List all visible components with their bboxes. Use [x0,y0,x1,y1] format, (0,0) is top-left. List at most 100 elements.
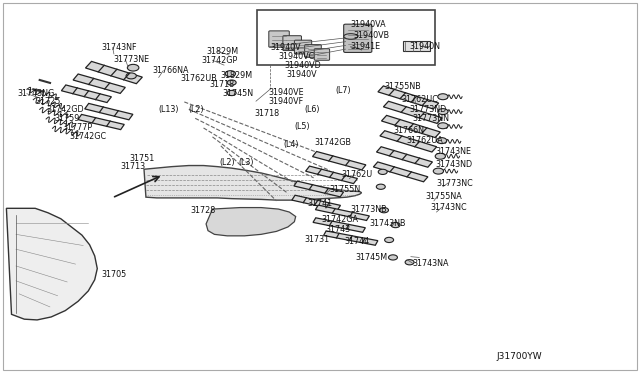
Circle shape [435,153,445,159]
Polygon shape [381,115,440,138]
Text: 31741: 31741 [307,199,332,208]
Polygon shape [84,103,133,120]
Text: 31742GP: 31742GP [202,56,238,65]
Circle shape [391,222,400,228]
Text: 31755NA: 31755NA [426,192,462,201]
Circle shape [376,184,385,189]
Text: 31745M: 31745M [355,253,387,262]
Text: 31940V: 31940V [287,70,317,79]
Polygon shape [312,151,366,170]
Text: 31743NC: 31743NC [430,203,467,212]
Circle shape [438,109,448,115]
FancyBboxPatch shape [269,31,289,47]
Circle shape [378,169,387,174]
Circle shape [227,80,236,85]
Text: 31762UB: 31762UB [180,74,217,83]
Text: 31762UC: 31762UC [402,95,439,104]
Text: 31773NB: 31773NB [351,205,387,214]
Bar [257,10,435,65]
Text: 31743NB: 31743NB [370,219,406,228]
Text: 31940VE: 31940VE [269,88,305,97]
Text: 31718: 31718 [210,80,235,89]
Text: 31762U: 31762U [342,170,373,179]
Text: 31743NG: 31743NG [18,89,55,98]
Polygon shape [380,131,436,152]
Text: 31744: 31744 [344,237,369,246]
Text: 31742GA: 31742GA [321,215,358,224]
Polygon shape [313,218,365,232]
Text: 31742GC: 31742GC [69,132,106,141]
Polygon shape [61,85,111,103]
Circle shape [227,90,236,96]
FancyBboxPatch shape [283,36,301,51]
Text: 31773NN: 31773NN [413,114,450,123]
Text: 31742GB: 31742GB [315,138,352,147]
Text: 31762UA: 31762UA [406,136,443,145]
Circle shape [126,73,136,79]
Text: 31940VB: 31940VB [353,31,389,40]
Text: 31766NA: 31766NA [152,66,189,75]
Text: 31940VD: 31940VD [285,61,321,70]
Text: 31940VF: 31940VF [269,97,304,106]
Text: J31700YW: J31700YW [496,352,541,361]
Text: (L7): (L7) [335,86,351,94]
Polygon shape [144,166,362,200]
FancyBboxPatch shape [344,24,372,52]
Text: (L4): (L4) [283,140,298,149]
Polygon shape [316,205,369,221]
Circle shape [438,123,448,129]
Text: 31773NC: 31773NC [436,179,473,187]
Text: 31766N: 31766N [394,126,424,135]
Text: 31755N: 31755N [330,185,361,194]
Polygon shape [383,101,442,124]
Polygon shape [206,208,296,236]
Polygon shape [6,208,97,320]
Text: 31725: 31725 [35,97,61,106]
Text: 31745N: 31745N [223,89,254,98]
Text: 31743: 31743 [325,225,350,234]
Circle shape [436,138,447,144]
Polygon shape [294,181,344,197]
Circle shape [433,168,444,174]
Polygon shape [73,74,125,93]
Text: 31755NB: 31755NB [384,82,420,91]
Circle shape [405,260,414,265]
Text: 31829M: 31829M [206,47,238,56]
Circle shape [438,94,448,100]
Polygon shape [378,86,438,109]
Text: (L2): (L2) [219,158,234,167]
Polygon shape [373,162,428,182]
Text: 31743NA: 31743NA [413,259,449,268]
Text: 31705: 31705 [101,270,126,279]
Text: 31751: 31751 [129,154,154,163]
Polygon shape [78,115,124,129]
Text: 31941E: 31941E [351,42,381,51]
Circle shape [388,255,397,260]
FancyBboxPatch shape [294,40,312,54]
Text: 31940VA: 31940VA [351,20,387,29]
Text: (L2): (L2) [189,105,204,114]
FancyBboxPatch shape [305,45,321,57]
Polygon shape [86,61,142,84]
Text: (L3): (L3) [238,158,253,167]
Text: (L5): (L5) [294,122,310,131]
Text: 31829M: 31829M [221,71,253,80]
Text: 31940V: 31940V [270,43,301,52]
Text: 31731: 31731 [305,235,330,244]
FancyBboxPatch shape [314,49,330,60]
Text: 31713: 31713 [120,162,145,171]
Text: 31773NE: 31773NE [114,55,150,64]
Circle shape [127,64,139,71]
Polygon shape [376,147,433,167]
Text: 31743ND: 31743ND [435,160,472,169]
Text: 31743NE: 31743NE [435,147,471,155]
Circle shape [225,71,236,77]
Polygon shape [292,195,340,210]
Text: 31940N: 31940N [410,42,440,51]
Bar [403,41,430,51]
Text: 31742GD: 31742GD [47,105,84,114]
Text: 31777P: 31777P [63,123,93,132]
Text: 31759: 31759 [54,114,80,123]
Text: 31743NF: 31743NF [101,43,136,52]
Polygon shape [324,231,378,245]
